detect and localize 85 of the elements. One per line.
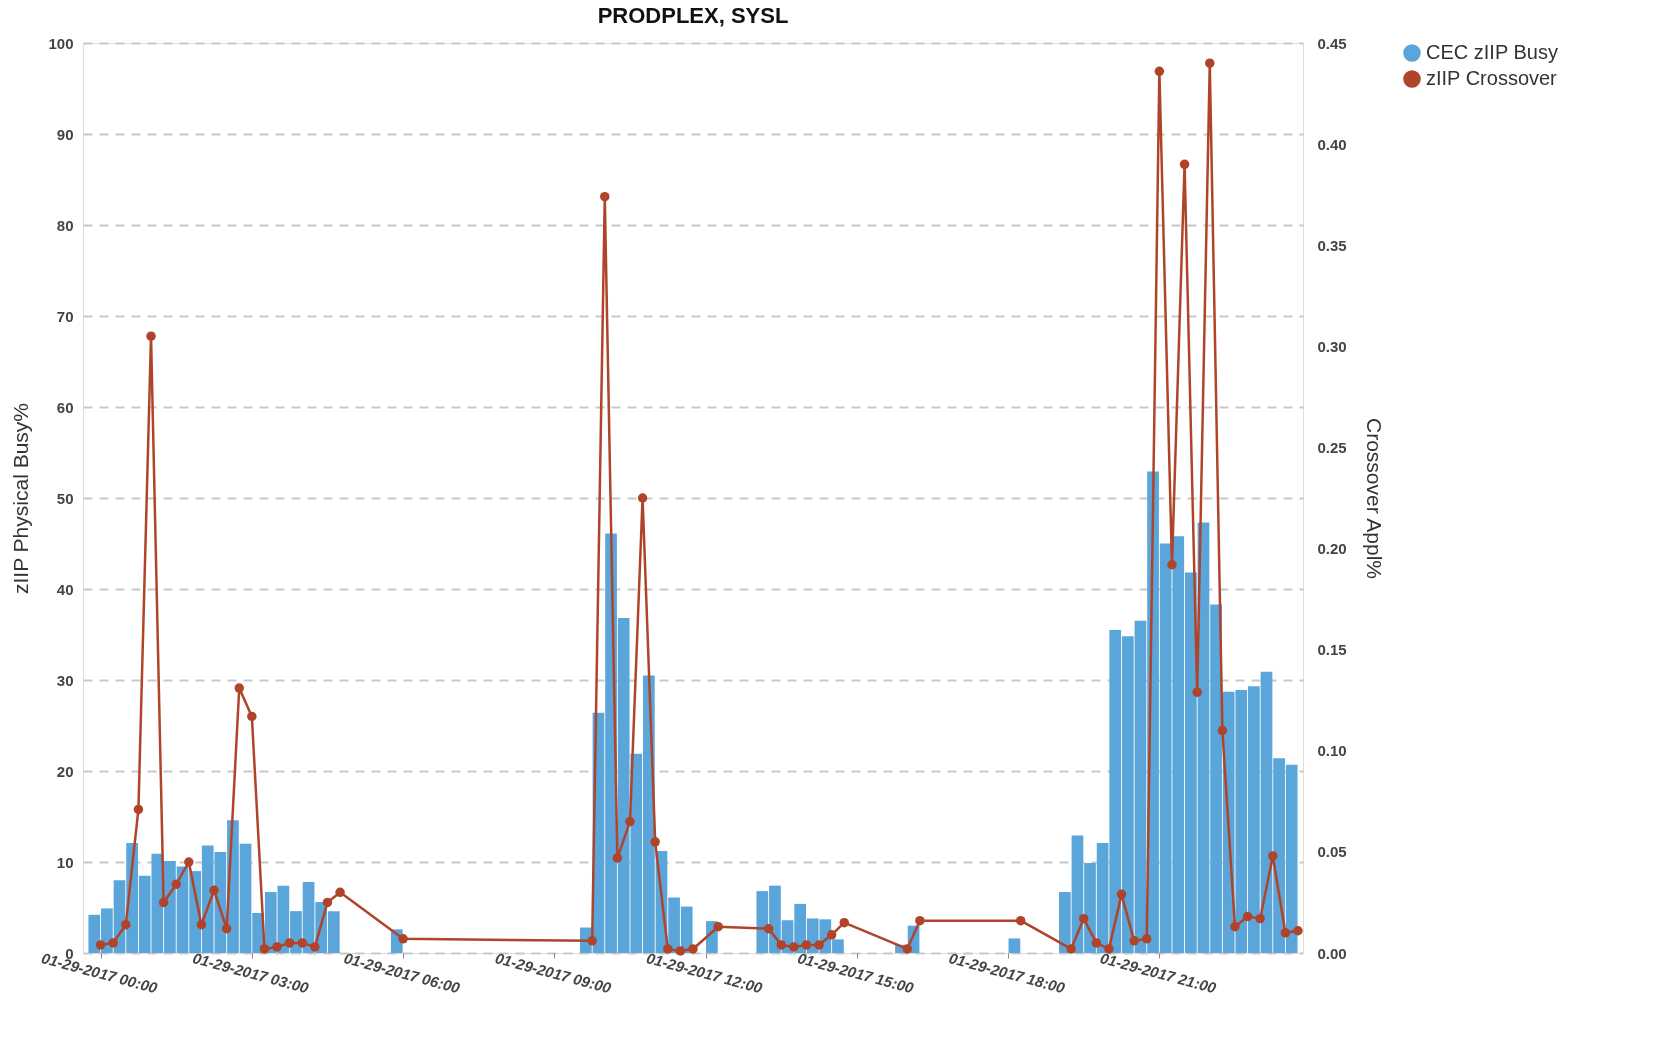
y2-tick-label: 0.05 — [1317, 843, 1347, 861]
point — [663, 944, 673, 954]
point — [713, 921, 723, 932]
point — [1255, 913, 1265, 924]
y2-tick-label: 0.45 — [1317, 34, 1347, 52]
point — [915, 915, 925, 926]
point — [284, 938, 295, 948]
point — [221, 924, 232, 934]
point — [272, 942, 282, 952]
point — [763, 924, 774, 934]
point — [108, 938, 118, 948]
point — [1242, 911, 1253, 922]
point — [1116, 889, 1127, 900]
point — [1167, 560, 1177, 570]
point — [1192, 687, 1202, 697]
point — [587, 936, 597, 946]
y2-tick-label: 0.30 — [1317, 337, 1347, 355]
point — [322, 897, 333, 908]
y2-tick-label: 0.10 — [1317, 742, 1347, 760]
point — [1179, 159, 1190, 170]
point — [1280, 928, 1291, 938]
point — [826, 930, 837, 940]
point — [1268, 851, 1278, 861]
point — [247, 711, 257, 722]
point — [1217, 725, 1228, 736]
point — [335, 887, 345, 898]
point — [1154, 66, 1165, 77]
point — [1104, 944, 1114, 954]
point — [209, 885, 219, 896]
point — [625, 816, 635, 827]
point — [637, 493, 648, 503]
point — [1293, 926, 1303, 936]
y-tick-label: 30 — [56, 671, 74, 689]
point — [133, 804, 144, 815]
point — [612, 853, 623, 863]
chart-title: PRODPLEX, SYSL — [597, 3, 789, 28]
point — [1066, 944, 1076, 954]
y-tick-label: 80 — [56, 216, 74, 234]
point — [310, 942, 320, 952]
y-tick-label: 10 — [56, 853, 74, 871]
y2-tick-label: 0.15 — [1317, 641, 1347, 659]
point — [171, 879, 181, 889]
y-tick-label: 70 — [56, 307, 74, 325]
point — [398, 934, 408, 944]
y2-tick-label: 0.00 — [1317, 944, 1347, 962]
y-tick-label: 100 — [48, 34, 74, 52]
point — [688, 944, 698, 954]
y2-tick-label: 0.25 — [1317, 438, 1347, 456]
y2-axis-title: Crossover Appl% — [1362, 417, 1386, 580]
point — [259, 944, 270, 954]
point — [789, 942, 799, 952]
point — [650, 837, 660, 847]
point — [196, 919, 207, 930]
point — [1015, 915, 1026, 926]
point — [121, 919, 131, 930]
y-tick-label: 50 — [56, 489, 74, 507]
point — [776, 940, 786, 950]
point — [158, 897, 169, 908]
point — [1091, 938, 1102, 948]
legend-label: CEC zIIP Busy — [1426, 41, 1558, 63]
point — [184, 857, 194, 867]
y-tick-label: 40 — [56, 580, 74, 598]
y-axis-title: zIIP Physical Busy% — [9, 402, 33, 595]
y2-tick-label: 0.40 — [1317, 135, 1347, 153]
point — [1230, 921, 1240, 932]
y2-tick-label: 0.20 — [1317, 540, 1347, 558]
y2-tick-label: 0.35 — [1317, 236, 1347, 254]
point — [297, 938, 308, 948]
point — [95, 940, 106, 950]
point — [801, 940, 812, 950]
point — [1205, 58, 1215, 68]
point — [146, 331, 156, 341]
y-tick-label: 20 — [56, 762, 74, 780]
bar — [1008, 938, 1021, 953]
point — [234, 683, 244, 693]
point — [814, 940, 824, 950]
point — [1078, 913, 1089, 924]
y-tick-label: 60 — [56, 398, 74, 416]
point — [839, 917, 849, 928]
point — [1142, 934, 1152, 944]
point — [1129, 936, 1139, 946]
y-tick-label: 90 — [56, 125, 74, 143]
point — [902, 944, 913, 954]
legend-label: zIIP Crossover — [1426, 67, 1558, 89]
point — [600, 191, 610, 202]
